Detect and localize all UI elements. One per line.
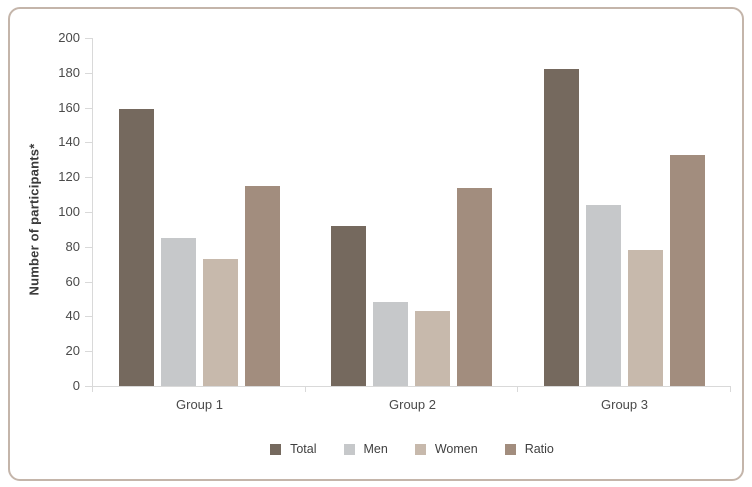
bar-total-group1 xyxy=(119,109,154,386)
x-tick-mark xyxy=(92,386,93,392)
y-tick-mark xyxy=(85,73,92,74)
legend-item-men: Men xyxy=(343,442,388,456)
y-tick-mark xyxy=(85,177,92,178)
y-tick-mark xyxy=(85,108,92,109)
y-tick-label: 120 xyxy=(58,169,80,184)
legend-swatch-women xyxy=(414,443,426,455)
bar-women-group3 xyxy=(628,250,663,386)
bar-total-group2 xyxy=(331,226,366,386)
y-tick-label: 140 xyxy=(58,134,80,149)
bar-women-group2 xyxy=(415,311,450,386)
x-tick-mark xyxy=(730,386,731,392)
bar-total-group3 xyxy=(544,69,579,386)
y-tick-label: 180 xyxy=(58,65,80,80)
legend-item-women: Women xyxy=(414,442,478,456)
y-tick-label: 20 xyxy=(65,343,80,358)
y-tick-label: 40 xyxy=(65,308,80,323)
bar-ratio-group1 xyxy=(245,186,280,386)
bar-ratio-group2 xyxy=(457,188,492,386)
y-tick-label: 80 xyxy=(65,239,80,254)
legend-label: Women xyxy=(434,442,478,456)
y-tick-mark xyxy=(85,316,92,317)
bar-women-group1 xyxy=(203,259,238,386)
x-category-label: Group 2 xyxy=(389,397,436,412)
y-tick-mark xyxy=(85,38,92,39)
legend-label: Men xyxy=(363,442,388,456)
x-category-label: Group 3 xyxy=(601,397,648,412)
y-tick-label: 60 xyxy=(65,274,80,289)
x-tick-mark xyxy=(517,386,518,392)
legend-item-ratio: Ratio xyxy=(504,442,554,456)
y-tick-mark xyxy=(85,386,92,387)
y-tick-label: 100 xyxy=(58,204,80,219)
bar-men-group3 xyxy=(586,205,621,386)
y-tick-mark xyxy=(85,247,92,248)
y-tick-mark xyxy=(85,351,92,352)
legend-swatch-total xyxy=(270,443,282,455)
legend-swatch-men xyxy=(343,443,355,455)
legend: Total Men Women Ratio xyxy=(93,440,731,458)
y-axis-line xyxy=(92,38,93,387)
y-tick-label: 160 xyxy=(58,100,80,115)
y-tick-mark xyxy=(85,142,92,143)
legend-label: Total xyxy=(290,442,317,456)
x-category-label: Group 1 xyxy=(176,397,223,412)
legend-swatch-ratio xyxy=(504,443,516,455)
x-axis-line xyxy=(92,386,731,387)
bar-men-group2 xyxy=(373,302,408,386)
bar-ratio-group3 xyxy=(670,155,705,386)
chart-card: Number of participants* 0 20 40 60 80 100 120 1… xyxy=(8,7,744,481)
legend-label: Ratio xyxy=(524,442,554,456)
y-tick-mark xyxy=(85,282,92,283)
y-tick-label: 200 xyxy=(58,30,80,45)
y-tick-mark xyxy=(85,212,92,213)
x-tick-mark xyxy=(305,386,306,392)
bar-men-group1 xyxy=(161,238,196,386)
y-tick-label: 0 xyxy=(72,378,80,393)
legend-item-total: Total xyxy=(270,442,317,456)
